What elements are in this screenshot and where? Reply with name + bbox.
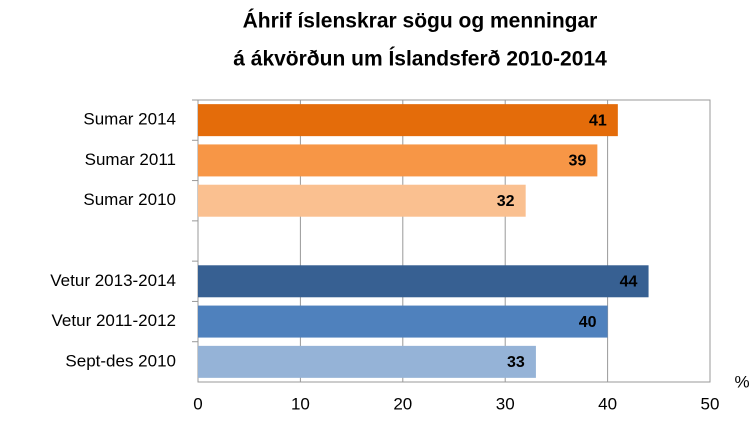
value-label: 44 — [620, 274, 638, 291]
y-tick-label: Sumar 2010 — [83, 190, 176, 209]
y-tick-label: Sumar 2014 — [83, 110, 176, 129]
value-label: 40 — [579, 314, 597, 331]
y-tick-label: Vetur 2011-2012 — [52, 311, 176, 330]
y-tick-label: Sept-des 2010 — [65, 351, 176, 370]
bar — [198, 265, 649, 298]
x-tick-label: 40 — [598, 394, 617, 413]
x-tick-label: 0 — [193, 394, 202, 413]
bar — [198, 345, 536, 378]
y-tick-label: Sumar 2011 — [85, 150, 176, 169]
value-label: 39 — [568, 153, 586, 170]
x-unit: % — [734, 372, 749, 391]
x-tick-label: 20 — [393, 394, 412, 413]
plot-frame — [197, 99, 711, 383]
bar — [198, 144, 598, 177]
bar — [198, 305, 608, 338]
chart-title: Áhrif íslenskrar sögu og menningar — [243, 10, 598, 33]
value-label: 33 — [507, 354, 525, 371]
value-label: 32 — [497, 193, 515, 210]
bar — [198, 184, 526, 217]
bar — [198, 104, 618, 137]
x-tick-label: 30 — [496, 394, 515, 413]
x-tick-label: 50 — [701, 394, 720, 413]
chart-title: á ákvörðun um Íslandsferð 2010-2014 — [233, 48, 607, 71]
value-label: 41 — [589, 112, 607, 129]
x-tick-label: 10 — [291, 394, 310, 413]
y-tick-label: Vetur 2013-2014 — [50, 271, 176, 290]
